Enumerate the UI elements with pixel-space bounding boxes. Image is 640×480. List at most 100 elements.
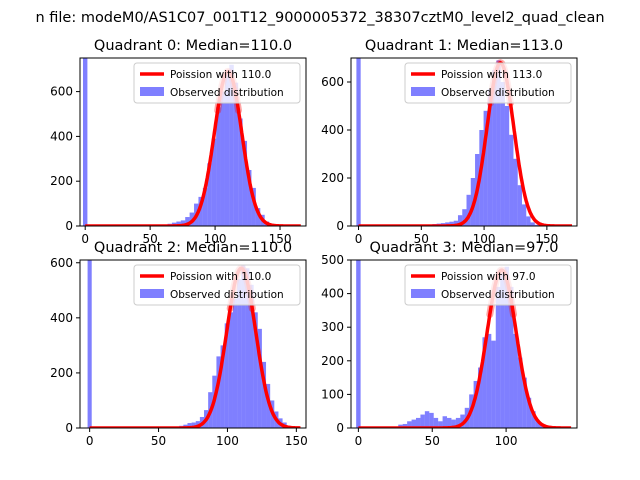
quadrant-title: Quadrant 3: Median=97.0 (370, 240, 559, 256)
legend-observed-swatch (411, 87, 435, 96)
histogram-bar (466, 194, 471, 226)
histogram-bar (478, 367, 483, 428)
histogram-bar (202, 187, 208, 226)
histogram-bar (535, 421, 541, 428)
histogram-bar (251, 187, 256, 226)
histogram-bar (517, 357, 523, 428)
histogram-bar (211, 138, 217, 226)
legend-box (133, 264, 301, 306)
histogram-bar (504, 106, 510, 226)
legend-box (404, 264, 572, 306)
histogram-bar (257, 328, 262, 428)
y-tick-label: 300 (321, 320, 344, 334)
y-tick-label: 200 (50, 366, 73, 380)
histogram-bar (495, 286, 501, 428)
histogram-bar (191, 422, 196, 428)
histogram-bar (522, 204, 527, 226)
legend: Poission with 110.0 Observed distribution (133, 264, 301, 306)
poisson-curve (357, 61, 574, 226)
y-tick-label: 200 (321, 171, 344, 185)
x-tick-label: 150 (535, 232, 558, 246)
histogram-bar (530, 222, 535, 226)
histogram-bar (411, 419, 416, 428)
histogram-bar (449, 221, 454, 226)
x-tick-label: 0 (86, 434, 94, 448)
histogram-bar (473, 380, 479, 428)
y-tick-label: 0 (65, 219, 73, 233)
poisson-curve (357, 268, 573, 428)
histogram-bar (526, 397, 532, 428)
histogram-bar (420, 414, 425, 428)
histogram-bar (238, 118, 243, 226)
x-tick-label: 100 (216, 434, 239, 448)
histogram-bar (433, 417, 439, 428)
histogram-bar (266, 383, 271, 428)
histogram-bar (232, 298, 238, 428)
histogram-bar (453, 220, 458, 226)
axes-frame (350, 57, 578, 227)
quadrant-title: Quadrant 2: Median=110.0 (94, 240, 292, 256)
histogram-bar (176, 221, 181, 226)
histogram-bar (220, 345, 225, 428)
y-tick-label: 500 (321, 253, 344, 267)
histogram-bar (187, 423, 192, 428)
legend-box (133, 62, 301, 104)
legend-observed-swatch (140, 87, 164, 96)
axes-frame (79, 57, 307, 227)
y-tick-label: 0 (336, 421, 344, 435)
legend-poisson-label: Poission with 110.0 (170, 69, 271, 81)
histogram-bar (247, 170, 252, 226)
histogram-bar (180, 220, 186, 226)
axes-frame (79, 259, 307, 429)
histogram-bar (241, 265, 246, 428)
y-tick-label: 600 (50, 85, 73, 99)
x-tick-label: 0 (355, 232, 363, 246)
y-tick-label: 100 (321, 387, 344, 401)
histogram-bar (517, 185, 523, 226)
histogram-bar (356, 260, 361, 428)
histogram-bar (500, 82, 505, 226)
quadrant-0-panel: 0 50 100 150 0 200 400 600 Quadrant 0: Median=11… (50, 38, 307, 246)
histogram-bar (216, 107, 221, 226)
x-tick-label: 50 (142, 232, 157, 246)
poisson-curve (84, 69, 302, 226)
x-tick-label: 150 (269, 232, 292, 246)
histogram-bar (438, 421, 443, 428)
histogram-bar (522, 377, 527, 428)
histogram-bar (424, 411, 430, 428)
histogram-bar (509, 134, 514, 226)
histogram-bar (500, 273, 505, 428)
histogram-bar (496, 60, 501, 226)
y-tick-label: 200 (321, 354, 344, 368)
histogram-bar (486, 333, 492, 428)
quadrant-title: Quadrant 1: Median=113.0 (365, 38, 563, 54)
histogram-bar (228, 312, 233, 428)
histogram-bar (491, 340, 496, 428)
histogram-bar (482, 337, 487, 428)
histogram-bar (479, 130, 484, 226)
legend-poisson-label: Poission with 113.0 (441, 69, 542, 81)
histogram-bar (509, 286, 514, 428)
histogram-bar (224, 323, 229, 428)
quadrant-title: Quadrant 0: Median=110.0 (94, 38, 292, 54)
legend: Poission with 97.0 Observed distribution (404, 264, 572, 306)
y-tick-label: 400 (321, 123, 344, 137)
y-tick-label: 200 (50, 174, 73, 188)
histogram-bar (407, 421, 412, 428)
quadrant-1-panel: 0 50 100 150 0 200 400 600 Quadrant 1: Median=11… (321, 38, 578, 246)
histogram-bar (356, 58, 361, 226)
histogram-bar (207, 163, 212, 226)
legend-observed-label: Observed distribution (441, 87, 555, 99)
histogram-bar (216, 356, 221, 428)
legend-observed-swatch (411, 289, 435, 298)
x-tick-label: 0 (355, 434, 363, 448)
histogram-bar (198, 196, 203, 226)
poisson-curve (88, 266, 302, 428)
histogram-bar (224, 71, 230, 226)
histogram-bar (402, 423, 408, 428)
histogram-bar (233, 82, 239, 226)
y-tick-label: 0 (65, 421, 73, 435)
quadrant-2-panel: 0 50 100 150 0 200 400 600 Quadrant 2: Median=11… (50, 240, 308, 448)
histogram-bar (460, 414, 465, 428)
